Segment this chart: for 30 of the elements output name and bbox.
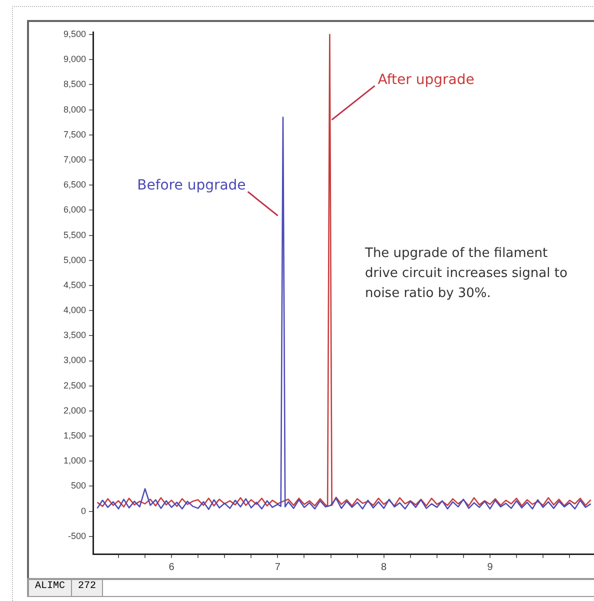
y-tick-label: 0: [80, 506, 86, 516]
y-tick-label: 6,000: [63, 204, 86, 215]
x-tick-label: 8: [381, 562, 388, 573]
x-tick-label: 9: [487, 562, 494, 573]
y-tick-label: 4,000: [63, 305, 86, 316]
annotation: Before upgrade: [137, 178, 246, 194]
y-tick-label: 6,500: [63, 180, 86, 190]
y-tick-label: 5,000: [63, 254, 86, 265]
y-tick-label: 8,000: [63, 104, 86, 114]
y-tick-label: 2,500: [63, 380, 86, 390]
annotation: The upgrade of the filament drive circuit increases signal to noise ratio by 30%.: [364, 246, 568, 301]
text: 272: [72, 580, 104, 596]
y-tick-label: 3,500: [63, 330, 86, 340]
text: ALIMC: [29, 580, 72, 596]
x-tick-label: 6: [168, 562, 175, 573]
y-tick-label: 3,000: [63, 355, 86, 366]
y-tick-label: 8,500: [63, 79, 86, 90]
y-tick-label: 7,000: [63, 154, 86, 164]
y-tick-label: 2,000: [63, 405, 86, 416]
y-tick-label: 1,500: [63, 430, 86, 441]
y-tick-label: 9,500: [63, 28, 86, 39]
y-tick-label: -500: [68, 530, 86, 541]
y-tick-label: 1,000: [63, 456, 86, 466]
y-tick-label: 500: [70, 480, 86, 491]
y-tick-label: 5,500: [63, 230, 86, 240]
annotation: After upgrade: [378, 72, 474, 88]
y-tick-label: 9,000: [63, 54, 86, 64]
y-tick-label: 4,500: [63, 280, 86, 290]
y-tick-label: 7,500: [63, 129, 86, 140]
x-tick-label: 7: [274, 562, 281, 573]
